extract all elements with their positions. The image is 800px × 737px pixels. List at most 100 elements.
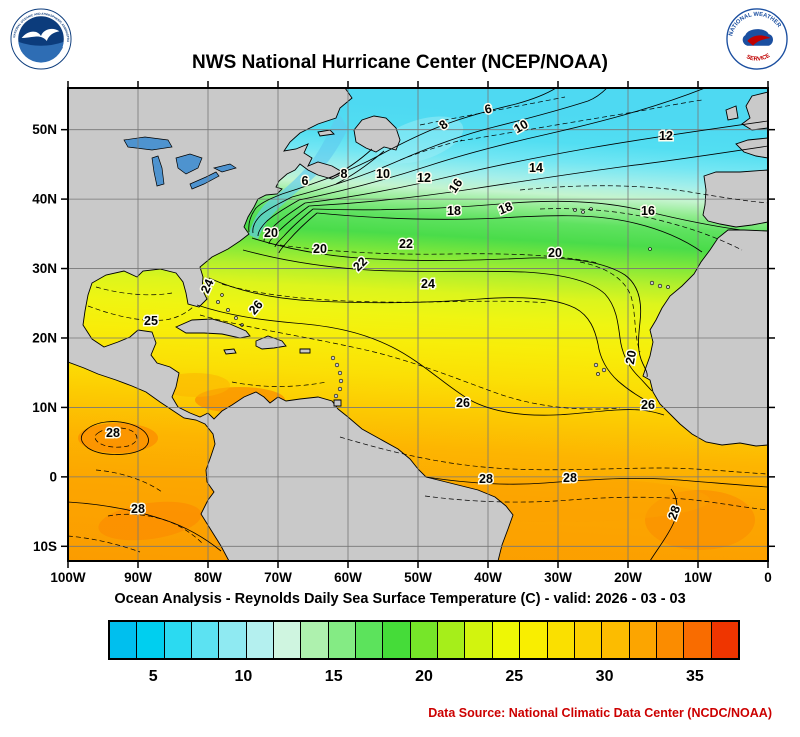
lon-tick-label: 0 bbox=[764, 570, 772, 585]
lat-tick-label: 0 bbox=[49, 469, 57, 484]
colorbar-segment bbox=[629, 622, 657, 658]
colorbar-segment bbox=[410, 622, 439, 658]
colorbar-segment bbox=[492, 622, 521, 658]
lat-tick-label: 10N bbox=[32, 400, 57, 415]
grand-banks-cold bbox=[376, 116, 464, 164]
graticule bbox=[68, 88, 768, 561]
contour-value-label: 22 bbox=[399, 237, 413, 251]
colorbar-segment bbox=[383, 622, 411, 658]
land-trinidad bbox=[333, 399, 342, 407]
lat-tick-label: 30N bbox=[32, 261, 57, 276]
contour-value-label: 18 bbox=[447, 204, 461, 218]
contour-value-label: 12 bbox=[417, 171, 431, 185]
lon-tick-label: 90W bbox=[124, 570, 152, 585]
contour-value-label: 20 bbox=[264, 226, 278, 240]
colorbar-segment bbox=[110, 622, 138, 658]
contour-value-label: 20 bbox=[623, 349, 639, 365]
colorbar-segment bbox=[356, 622, 384, 658]
colorbar-segment bbox=[219, 622, 247, 658]
cold-shelf-water bbox=[249, 112, 348, 239]
lat-tick-label: 50N bbox=[32, 122, 57, 137]
land-cuba bbox=[175, 318, 251, 339]
colorbar-tick-label: 15 bbox=[324, 668, 343, 685]
noaa-logo: NATIONAL OCEANIC AND ATMOSPHERIC ADMINIS… bbox=[10, 8, 72, 70]
colorbar-segment bbox=[602, 622, 630, 658]
colorbar-segment bbox=[711, 622, 738, 658]
nws-bird-icon bbox=[747, 35, 771, 46]
lat-tick-label: 10S bbox=[33, 539, 57, 554]
lon-tick-label: 20W bbox=[614, 570, 642, 585]
temperature-colorbar bbox=[108, 620, 740, 660]
lon-tick-label: 100W bbox=[50, 570, 86, 585]
nws-logo: NATIONAL WEATHER SERVICE bbox=[726, 8, 788, 70]
colorbar-segment bbox=[246, 622, 275, 658]
contour-value-label: 28 bbox=[106, 426, 120, 440]
contour-value-label: 18 bbox=[496, 199, 514, 217]
colorbar-segment bbox=[192, 622, 220, 658]
colorbar-segment bbox=[465, 622, 493, 658]
contour-value-label: 26 bbox=[641, 398, 655, 412]
land-iberia bbox=[702, 169, 768, 228]
contour-value-label: 28 bbox=[665, 504, 683, 522]
lon-tick-label: 50W bbox=[404, 570, 432, 585]
land-ireland bbox=[725, 105, 739, 121]
lat-tick-label: 40N bbox=[32, 192, 57, 207]
contour-value-label: 10 bbox=[376, 167, 390, 181]
contour-value-label: 14 bbox=[529, 161, 543, 175]
land-british-isles bbox=[741, 91, 768, 131]
contour-value-label: 26 bbox=[456, 396, 470, 410]
contour-value-label: 28 bbox=[563, 471, 577, 485]
contour-value-label: 28 bbox=[131, 502, 145, 516]
lon-tick-label: 60W bbox=[334, 570, 362, 585]
land-hispaniola bbox=[255, 335, 287, 350]
contour-value-label: 8 bbox=[341, 167, 348, 181]
colorbar-tick-label: 25 bbox=[505, 668, 524, 685]
contour-value-label: 25 bbox=[144, 314, 158, 328]
contour-value-label: 16 bbox=[641, 204, 655, 218]
land-newfoundland bbox=[353, 115, 401, 153]
colorbar-tick-label: 5 bbox=[148, 668, 158, 685]
contour-value-label: 28 bbox=[479, 472, 493, 486]
colorbar-segment bbox=[274, 622, 302, 658]
colorbar-segment bbox=[328, 622, 357, 658]
lon-tick-label: 80W bbox=[194, 570, 222, 585]
warm-pacific-2 bbox=[98, 501, 202, 541]
contour-value-label: 24 bbox=[421, 277, 435, 291]
colorbar-tick-labels: 5 10 15 20 25 30 35 bbox=[108, 668, 740, 690]
data-source-note: Data Source: National Climatic Data Cent… bbox=[428, 706, 772, 720]
colorbar-segment bbox=[438, 622, 466, 658]
colorbar-segment bbox=[547, 622, 575, 658]
nws-ring-text-bottom: SERVICE bbox=[745, 53, 771, 63]
lon-tick-label: 10W bbox=[684, 570, 712, 585]
lon-tick-label: 40W bbox=[474, 570, 502, 585]
land-jamaica bbox=[223, 348, 237, 355]
colorbar-segment bbox=[520, 622, 548, 658]
contour-value-label: 20 bbox=[548, 246, 562, 260]
colorbar-segment bbox=[656, 622, 685, 658]
map-caption: Ocean Analysis - Reynolds Daily Sea Surf… bbox=[114, 591, 686, 607]
contour-value-label: 6 bbox=[302, 174, 309, 188]
colorbar-tick-label: 20 bbox=[415, 668, 433, 685]
page-title: NWS National Hurricane Center (NCEP/NOAA… bbox=[192, 52, 608, 73]
contour-value-label: 12 bbox=[659, 129, 673, 143]
lon-tick-label: 70W bbox=[264, 570, 292, 585]
contour-value-label: 20 bbox=[313, 242, 327, 256]
colorbar-segment bbox=[684, 622, 712, 658]
land-puerto-rico bbox=[299, 348, 311, 354]
axis-layer: 50N 40N 30N 20N 10N 0 10S 100W 90W 80W 70W 60W 50W 40… bbox=[32, 81, 775, 585]
colorbar-tick-label: 35 bbox=[685, 668, 704, 685]
noaa-emblem-ocean bbox=[18, 41, 64, 63]
colorbar-segment bbox=[301, 622, 329, 658]
land-anticosti bbox=[317, 129, 335, 137]
colorbar-tick-label: 30 bbox=[595, 668, 614, 685]
colorbar-segment bbox=[574, 622, 603, 658]
colorbar-tick-label: 10 bbox=[234, 668, 253, 685]
land-americas bbox=[68, 88, 514, 561]
colorbar-segment bbox=[164, 622, 193, 658]
lat-tick-label: 20N bbox=[32, 330, 57, 345]
lon-tick-label: 30W bbox=[544, 570, 572, 585]
contour-lines bbox=[68, 88, 768, 561]
colorbar-segment bbox=[137, 622, 165, 658]
